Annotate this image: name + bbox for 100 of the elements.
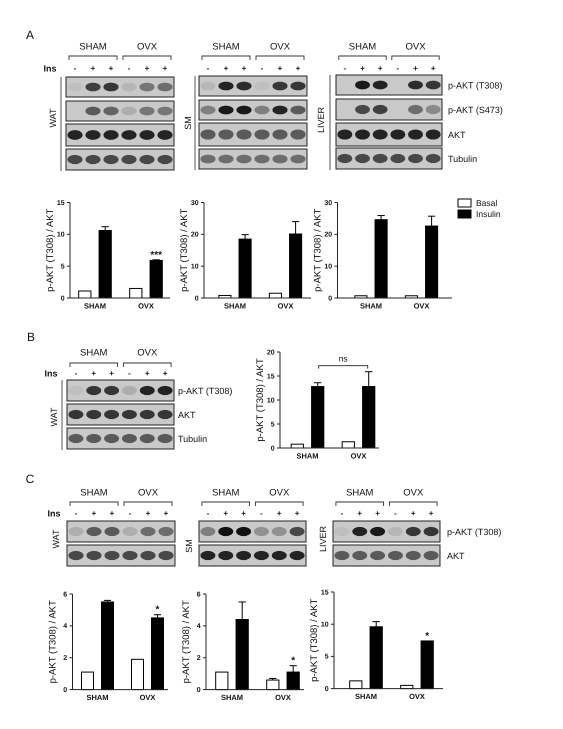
category-label: +	[241, 509, 246, 518]
y-axis-title: p-AKT (T308) / AKT	[180, 600, 192, 684]
category-label: -	[260, 509, 264, 518]
bar	[151, 617, 164, 690]
legend-label: Basal	[476, 198, 498, 208]
text: SHAM	[80, 348, 108, 358]
category-label: +	[91, 369, 96, 378]
text: SHAM	[79, 42, 107, 52]
text: OVX	[270, 42, 291, 52]
category-label: -	[396, 64, 400, 73]
category-label: -	[128, 369, 132, 378]
category-label: +	[92, 509, 97, 518]
category-label: -	[260, 64, 264, 73]
category-label: p-AKT (T308)	[447, 526, 502, 537]
text: Ins	[44, 368, 58, 378]
bar	[98, 230, 112, 298]
text: LIVER	[316, 106, 326, 134]
text: C	[26, 472, 35, 486]
bar	[78, 290, 92, 298]
category-label: +	[109, 369, 114, 378]
text: WAT	[51, 529, 61, 548]
category-label: +	[294, 509, 300, 518]
text: WAT	[48, 108, 58, 128]
category-label: +	[162, 64, 168, 73]
category-label: -	[206, 509, 210, 518]
category-label: +	[428, 509, 434, 518]
annotation: *	[425, 630, 430, 642]
category-label: +	[410, 509, 416, 518]
text: SHAM	[80, 488, 108, 498]
category-label: +	[276, 509, 282, 518]
text: SM	[183, 116, 193, 130]
category-label: +	[357, 509, 362, 518]
text: OVX	[136, 42, 158, 52]
annotation: *	[156, 604, 160, 616]
text: Ins	[43, 64, 57, 74]
y-axis-title: p-AKT (T308) / AKT	[178, 208, 190, 292]
category-label: +	[223, 509, 228, 518]
bar	[129, 288, 142, 298]
category-label: +	[224, 64, 229, 73]
text: LIVER	[318, 525, 328, 552]
text: SHAM	[212, 42, 240, 52]
category-label: -	[74, 64, 77, 73]
bar	[215, 672, 228, 690]
y-axis-title: p-AKT (T308) / AKT	[312, 208, 323, 292]
category-label: p-AKT (T308)	[448, 80, 502, 90]
text: OVX	[138, 488, 159, 498]
y-axis-title: p-AKT (T308) / AKT	[254, 358, 266, 442]
text: OVX	[269, 488, 290, 498]
category-label: +	[360, 64, 366, 73]
bar	[101, 601, 114, 690]
text: SHAM	[346, 488, 374, 498]
bar	[420, 640, 434, 690]
bar	[370, 626, 383, 690]
text: B	[26, 330, 36, 344]
text: SHAM	[348, 42, 376, 52]
text: OVX	[137, 348, 158, 358]
category-label: p-AKT (T308)	[178, 386, 232, 396]
category-label: -	[74, 509, 78, 518]
category-label: +	[110, 509, 115, 518]
text: A	[26, 28, 34, 42]
category-label: AKT	[447, 550, 465, 561]
bar	[266, 680, 280, 690]
bar	[150, 260, 163, 298]
category-label: +	[162, 369, 168, 378]
bar	[238, 238, 252, 298]
text: SHAM	[212, 488, 240, 498]
category-label: +	[242, 64, 247, 73]
bar	[311, 386, 324, 448]
category-label: +	[144, 64, 150, 73]
category-label: p-AKT (S473)	[448, 104, 503, 115]
category-label: -	[340, 509, 344, 518]
legend-label: Insulin	[476, 209, 501, 219]
category-label: -	[74, 369, 78, 378]
text: OVX	[403, 488, 424, 498]
annotation: ns	[338, 354, 348, 364]
bar	[131, 658, 144, 690]
category-label: +	[375, 509, 380, 518]
y-axis-title: p-AKT (T308) / AKT	[308, 598, 320, 682]
category-label: AKT	[448, 130, 466, 140]
category-label: +	[378, 64, 383, 73]
text: OVX	[405, 42, 426, 52]
text: WAT	[49, 407, 59, 426]
category-label: +	[413, 64, 418, 73]
category-label: +	[278, 64, 283, 73]
category-label: -	[394, 509, 398, 518]
category-label: -	[128, 509, 132, 518]
bar	[374, 219, 388, 298]
text: Ins	[47, 508, 61, 518]
annotation: ***	[150, 250, 162, 261]
category-label: -	[206, 64, 210, 73]
category-label: -	[343, 64, 346, 73]
category-label: +	[146, 509, 151, 518]
y-axis-title: p-AKT (T308) / AKT	[47, 600, 58, 684]
annotation: *	[291, 656, 296, 667]
category-label: +	[430, 64, 436, 73]
y-axis-title: p-AKT (T308) / AKT	[44, 208, 56, 292]
category-label: +	[164, 509, 169, 518]
text: SM	[184, 539, 194, 553]
category-label: Tubulin	[448, 154, 478, 164]
category-label: AKT	[178, 410, 196, 420]
